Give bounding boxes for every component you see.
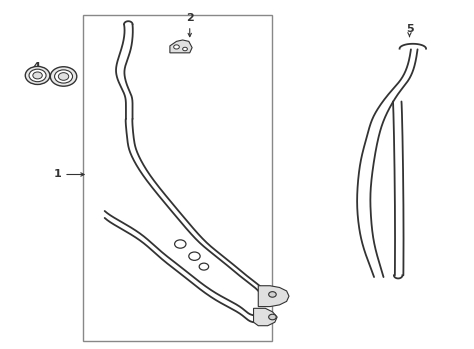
Circle shape xyxy=(50,67,77,86)
Circle shape xyxy=(29,69,46,82)
Text: 2: 2 xyxy=(186,13,193,37)
Circle shape xyxy=(55,70,73,83)
Circle shape xyxy=(58,73,69,80)
Text: 1: 1 xyxy=(54,170,84,179)
Text: 5: 5 xyxy=(406,23,413,36)
Polygon shape xyxy=(258,286,289,306)
Polygon shape xyxy=(254,308,277,326)
Circle shape xyxy=(269,292,276,297)
Text: 4: 4 xyxy=(32,62,40,75)
Circle shape xyxy=(25,66,50,84)
Circle shape xyxy=(182,47,187,51)
Bar xyxy=(83,15,273,341)
Circle shape xyxy=(33,72,42,79)
Circle shape xyxy=(269,314,276,320)
Text: 3: 3 xyxy=(61,67,68,77)
Polygon shape xyxy=(170,40,192,53)
Circle shape xyxy=(173,45,179,49)
